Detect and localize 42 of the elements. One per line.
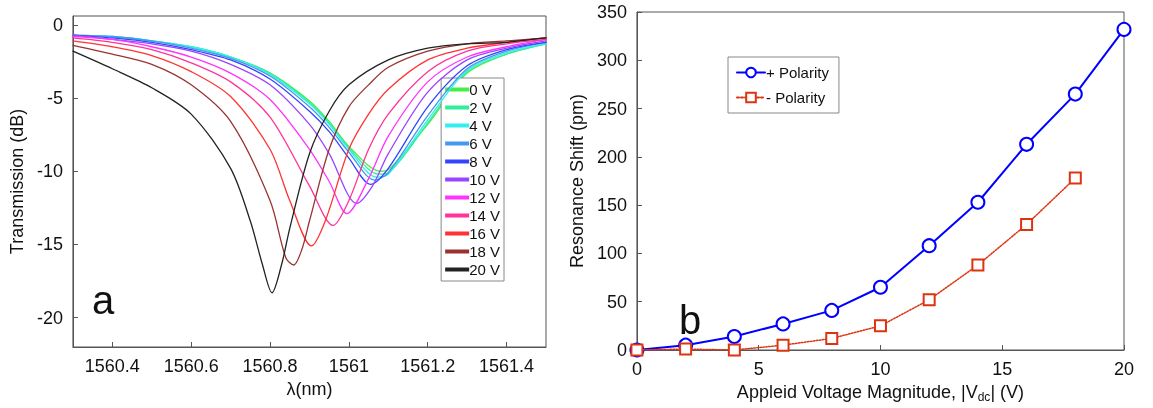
y-tick-label: 250 — [596, 98, 627, 119]
x-tick-label: 1560.8 — [242, 356, 298, 376]
legend-label: 20 V — [469, 261, 500, 278]
x-axis-title: λ(nm) — [286, 378, 333, 399]
legend-label: 6 V — [469, 135, 492, 152]
y-tick-label: 100 — [596, 243, 627, 264]
x-tick-label: 10 — [870, 359, 891, 379]
legend-label: 12 V — [469, 189, 500, 206]
y-tick-label: -20 — [36, 307, 63, 328]
legend-label: 14 V — [469, 207, 500, 224]
y-tick-label: 0 — [52, 14, 63, 35]
x-tick-label: 1560.4 — [84, 356, 140, 376]
y-tick-label: 200 — [596, 146, 627, 167]
y-tick-label: 150 — [596, 195, 627, 216]
legend-label: 2 V — [469, 99, 492, 116]
y-tick-label: 350 — [596, 2, 627, 22]
y-tick-label: -10 — [36, 161, 63, 182]
x-tick-label: 1561.4 — [479, 356, 535, 376]
y-axis-title: Transmission (dB) — [7, 108, 27, 255]
x-tick-label: 0 — [631, 359, 642, 379]
legend-label: 0 V — [469, 81, 492, 98]
legend-label: 8 V — [469, 153, 492, 170]
y-tick-label: 0 — [616, 340, 627, 360]
x-tick-label: 1560.6 — [163, 356, 219, 376]
annotation: b — [679, 298, 702, 342]
legend-label: 16 V — [469, 225, 500, 242]
x-tick-label: 1561 — [328, 356, 369, 376]
y-tick-label: -15 — [36, 234, 63, 255]
y-tick-label: 50 — [606, 291, 627, 312]
legend-label: 4 V — [469, 117, 492, 134]
x-tick-label: 20 — [1113, 359, 1135, 379]
legend-label: 10 V — [469, 171, 500, 188]
x-tick-label: 15 — [992, 359, 1013, 379]
legend-label: + Polarity — [766, 64, 830, 81]
legend-label: 18 V — [469, 243, 500, 260]
x-tick-label: 1561.2 — [400, 356, 456, 376]
x-tick-label: 5 — [753, 359, 764, 379]
y-tick-label: 300 — [596, 50, 627, 71]
y-axis-title: Resonance Shift (pm) — [567, 93, 587, 269]
annotation: a — [92, 278, 115, 322]
y-tick-label: -5 — [46, 88, 63, 109]
legend-label: - Polarity — [766, 89, 826, 106]
